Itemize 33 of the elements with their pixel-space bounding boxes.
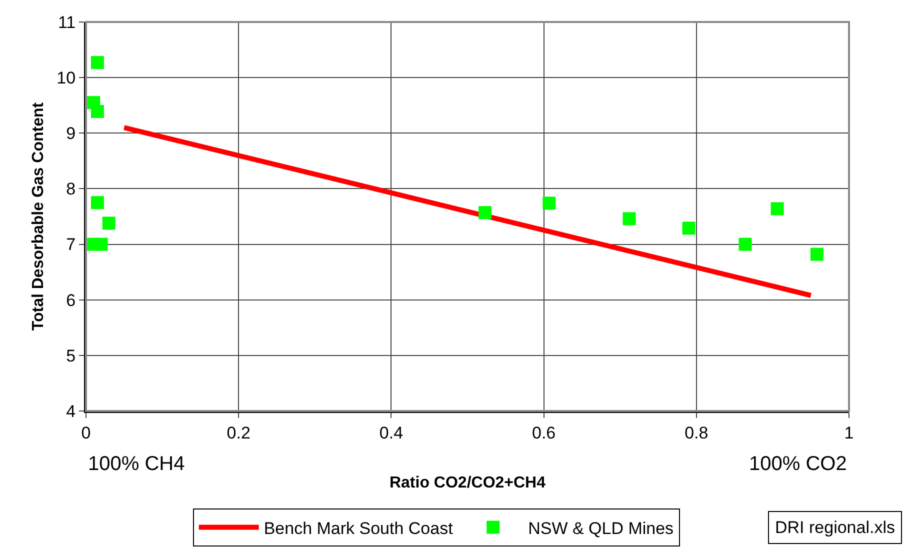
- legend-label: NSW & QLD Mines: [528, 518, 674, 538]
- text: DRI regional.xls: [775, 518, 895, 537]
- point: [622, 212, 636, 226]
- y-tick-label: 8: [66, 180, 76, 199]
- point: [770, 202, 784, 216]
- x-tick-label: 0.4: [379, 423, 404, 442]
- point: [90, 56, 104, 70]
- point: [810, 248, 824, 261]
- point: [542, 196, 556, 210]
- y-tick-label: 11: [58, 12, 76, 32]
- x-tick-label: 1: [844, 423, 854, 442]
- text: 100% CO2: [749, 453, 847, 475]
- y-tick-label: 10: [56, 68, 76, 88]
- y-tick-label: 7: [66, 235, 76, 254]
- y-tick-label: 9: [66, 124, 76, 144]
- point: [90, 196, 104, 210]
- y-tick-label: 5: [66, 346, 76, 366]
- x-axis-title: Ratio CO2/CO2+CH4: [389, 474, 546, 492]
- legend-label: Bench Mark South Coast: [264, 518, 454, 538]
- x-tick-label: 0.2: [226, 423, 250, 442]
- y-tick-label: 4: [66, 402, 76, 421]
- y-axis-title: Total Desorbable Gas Content: [30, 102, 47, 331]
- point: [738, 238, 752, 251]
- y-tick-label: 6: [66, 290, 76, 310]
- x-tick-label: 0.6: [532, 423, 556, 442]
- point: [682, 222, 696, 235]
- point: [90, 104, 104, 118]
- point: [478, 206, 492, 220]
- point: [94, 238, 108, 251]
- text: 100% CH4: [88, 453, 185, 475]
- point: [102, 216, 116, 230]
- x-tick-label: 0: [81, 423, 91, 442]
- x-tick-label: 0.8: [684, 423, 708, 442]
